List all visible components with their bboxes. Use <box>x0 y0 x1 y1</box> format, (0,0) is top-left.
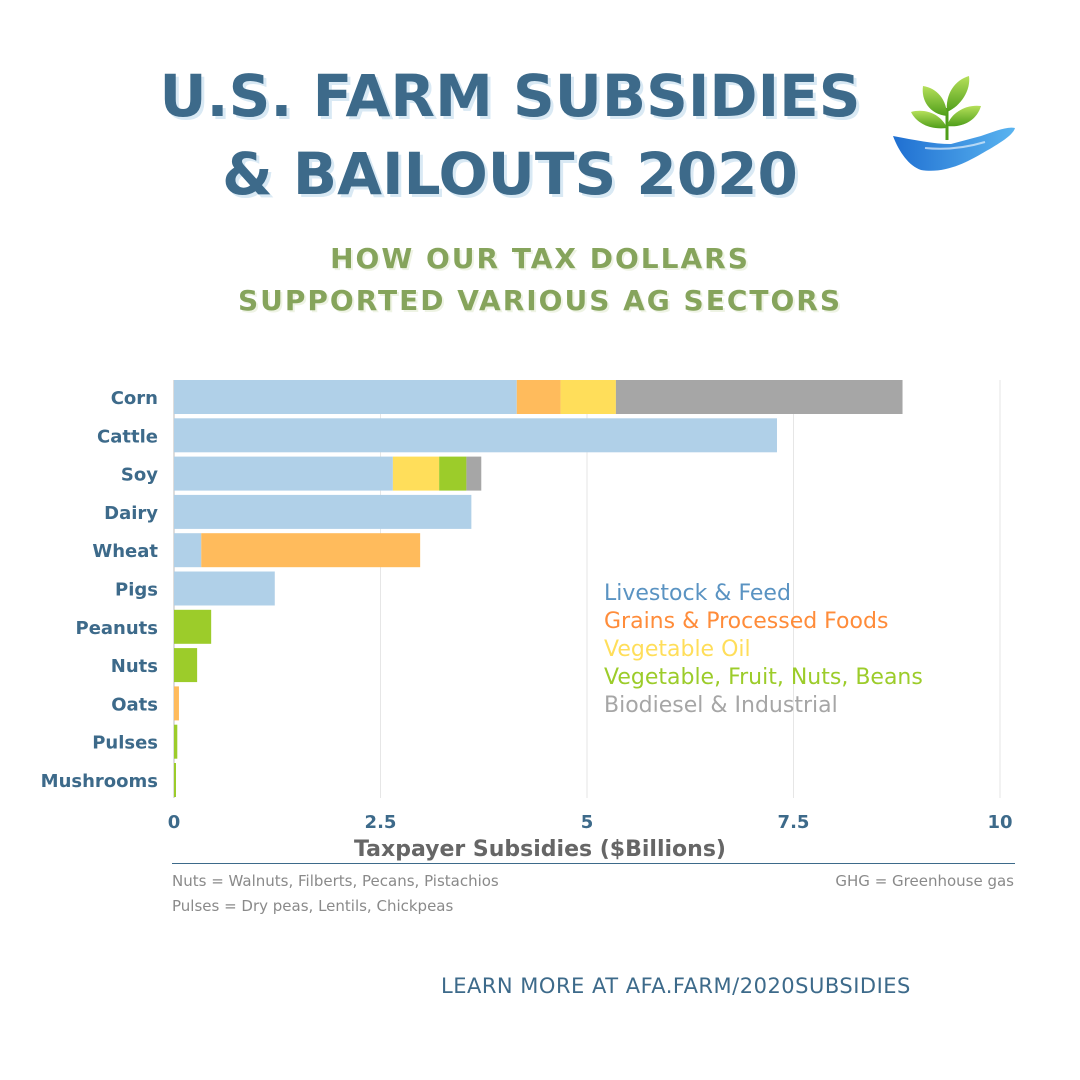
legend-item-vegetable-oil: Vegetable Oil <box>604 637 751 662</box>
legend-item-biodiesel-industrial: Biodiesel & Industrial <box>604 693 838 718</box>
x-tick-label: 0 <box>168 812 181 833</box>
hand-holding-sprout-icon <box>893 76 1015 171</box>
x-tick-label: 5 <box>581 812 594 833</box>
footnote-ghg: GHG = Greenhouse gas <box>835 872 1014 890</box>
legend-item-livestock-feed: Livestock & Feed <box>604 581 791 606</box>
bar-soy-vegetable-fruit-nuts-beans <box>439 456 467 491</box>
footer-divider <box>172 863 1015 864</box>
category-label-nuts: Nuts <box>111 656 158 677</box>
bar-soy-livestock-feed <box>174 456 393 491</box>
subsidies-bar-chart: Corn Cattle Soy Dairy Wheat Pigs Peanuts Nuts Oa… <box>41 380 1013 862</box>
x-tick-label: 10 <box>987 812 1012 833</box>
bar-peanuts-vegetable-fruit-nuts-beans <box>174 609 212 644</box>
chart-category-labels: Corn Cattle Soy Dairy Wheat Pigs Peanuts Nuts Oa… <box>41 388 159 792</box>
bar-cattle-livestock-feed <box>174 418 777 453</box>
bar-soy-vegetable-oil <box>392 456 440 491</box>
chart-x-axis-label: Taxpayer Subsidies ($Billions) <box>354 837 726 862</box>
category-label-cattle: Cattle <box>97 426 158 447</box>
category-label-oats: Oats <box>111 694 158 715</box>
category-label-corn: Corn <box>111 388 158 409</box>
footnote-nuts: Nuts = Walnuts, Filberts, Pecans, Pistac… <box>172 872 499 890</box>
bar-mushrooms-vegetable-fruit-nuts-beans <box>174 763 176 797</box>
footnote-pulses: Pulses = Dry peas, Lentils, Chickpeas <box>172 897 454 915</box>
bar-corn-livestock-feed <box>174 380 517 414</box>
learn-more-link[interactable]: LEARN MORE AT AFA.FARM/2020SUBSIDIES <box>441 974 911 998</box>
category-label-peanuts: Peanuts <box>76 618 159 639</box>
bar-corn-vegetable-oil <box>560 380 616 414</box>
bar-pulses-vegetable-fruit-nuts-beans <box>174 724 178 759</box>
category-label-pulses: Pulses <box>92 733 158 754</box>
bar-nuts-vegetable-fruit-nuts-beans <box>174 648 198 683</box>
bar-dairy-livestock-feed <box>174 494 472 529</box>
subtitle-line-1: HOW OUR TAX DOLLARS <box>330 242 750 275</box>
chart-legend: Livestock & Feed Grains & Processed Foods… <box>604 580 923 720</box>
x-tick-label: 7.5 <box>778 812 810 833</box>
page-title-line-2: & BAILOUTS 2020 <box>222 140 798 208</box>
legend-item-grains-processed-foods: Grains & Processed Foods <box>604 609 889 634</box>
bar-wheat-livestock-feed <box>174 533 202 568</box>
chart-x-tick-labels: 0 2.5 5 7.5 10 <box>168 812 1013 833</box>
subtitle-line-2: SUPPORTED VARIOUS AG SECTORS <box>237 284 842 317</box>
bar-wheat-grains-processed-foods <box>201 533 421 568</box>
x-tick-label: 2.5 <box>365 812 397 833</box>
legend-item-vegetable-fruit-nuts-beans: Vegetable, Fruit, Nuts, Beans <box>604 665 923 690</box>
category-label-pigs: Pigs <box>115 580 158 601</box>
category-label-dairy: Dairy <box>104 503 158 524</box>
bar-corn-grains-processed-foods <box>516 380 561 414</box>
category-label-wheat: Wheat <box>92 541 158 562</box>
bar-corn-biodiesel-industrial <box>615 380 903 414</box>
category-label-soy: Soy <box>121 465 158 486</box>
category-label-mushrooms: Mushrooms <box>41 771 158 792</box>
chart-bars <box>174 380 903 797</box>
bar-pigs-livestock-feed <box>174 571 275 606</box>
bar-soy-biodiesel-industrial <box>466 456 482 491</box>
bar-oats-grains-processed-foods <box>174 686 179 721</box>
page-title-line-1: U.S. FARM SUBSIDIES <box>159 62 861 130</box>
